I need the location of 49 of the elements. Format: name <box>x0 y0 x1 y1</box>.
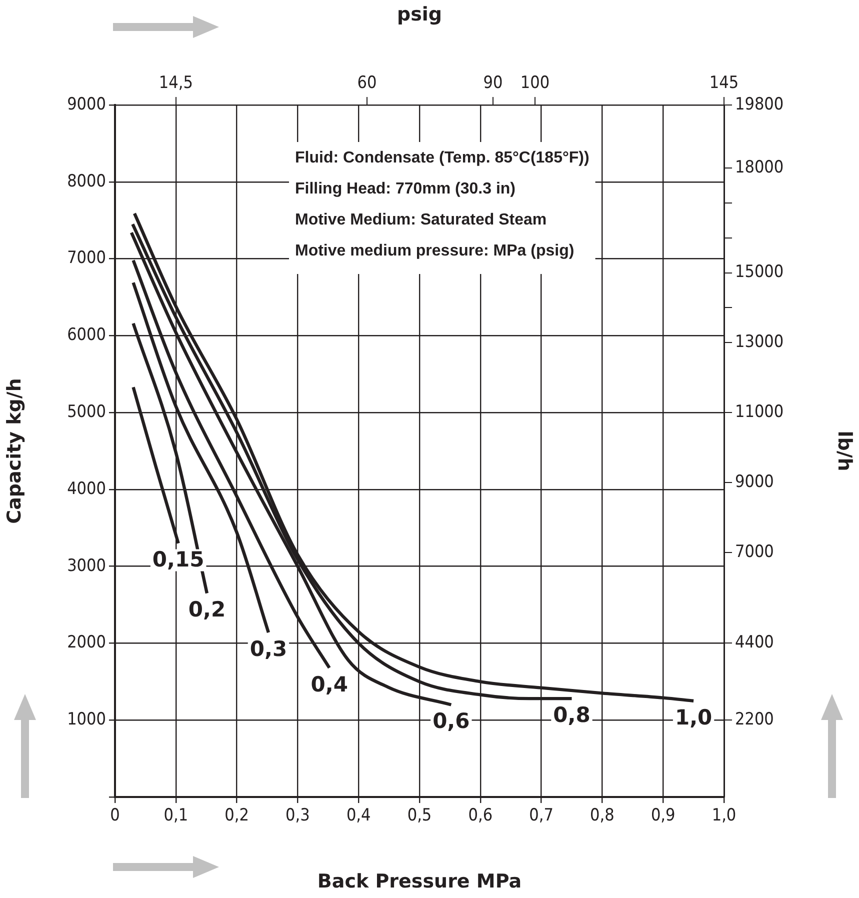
x-tick-label: 0,9 <box>650 806 676 826</box>
annotation: Motive medium pressure: MPa (psig) <box>295 242 574 260</box>
x-tick-label: 0,4 <box>346 806 371 826</box>
y-tick-label: 7000 <box>67 248 106 268</box>
annotation: Fluid: Condensate (Temp. 85°C(185°F)) <box>295 149 590 166</box>
y2-tick-label: 15000 <box>735 262 784 282</box>
y2-tick-label: 18000 <box>735 157 784 178</box>
x-tick-label: 0,6 <box>468 806 493 826</box>
series-label: 0,4 <box>310 672 348 696</box>
y-axis-title: Capacity kg/h <box>3 378 26 524</box>
y2-tick-label: 2200 <box>735 710 774 730</box>
series-label: 1,0 <box>674 705 712 730</box>
x-tick-label: 0,8 <box>590 806 614 826</box>
y2-tick-label: 11000 <box>735 402 784 422</box>
x-axis-title: Back Pressure MPa <box>317 870 522 893</box>
x2-tick-label: 145 <box>709 73 739 94</box>
x2-tick-label: 100 <box>520 73 550 94</box>
y2-tick-label: 13000 <box>735 332 784 352</box>
series-label: 0,2 <box>188 598 226 622</box>
y2-tick-label: 4400 <box>735 632 774 653</box>
x2-tick-label: 14,5 <box>158 73 193 94</box>
y-tick-label: 6000 <box>67 325 106 346</box>
annotation: Motive Medium: Saturated Steam <box>295 211 547 228</box>
y-tick-label: 8000 <box>67 171 106 192</box>
y-tick-label: 9000 <box>67 94 106 114</box>
x-tick-label: 0,3 <box>286 806 310 826</box>
series-label: 0,3 <box>250 636 288 661</box>
y2-tick-label: 19800 <box>735 94 784 114</box>
x-tick-label: 0,5 <box>407 806 432 826</box>
x-tick-label: 0,1 <box>164 806 188 826</box>
x-tick-label: 0,2 <box>224 806 249 826</box>
x-tick-label: 1,0 <box>712 806 736 826</box>
y2-axis-title: lb/h <box>834 430 856 472</box>
series-label: 0,8 <box>553 703 590 728</box>
series-label: 0,6 <box>432 709 470 734</box>
y2-tick-label: 9000 <box>735 472 774 492</box>
series-label: 0,15 <box>152 548 204 572</box>
y-tick-label: 1000 <box>67 710 106 730</box>
x2-tick-label: 90 <box>483 73 503 94</box>
y-tick-label: 4000 <box>67 478 106 499</box>
y-tick-label: 3000 <box>67 556 106 576</box>
annotation: Filling Head: 770mm (30.3 in) <box>295 180 516 198</box>
x-tick-label: 0 <box>110 806 120 826</box>
y-tick-label: 5000 <box>67 402 106 422</box>
x-tick-label: 0,7 <box>529 806 554 826</box>
y-tick-label: 2000 <box>67 632 106 653</box>
x2-axis-title: psig <box>396 3 442 26</box>
y2-tick-label: 7000 <box>735 542 774 562</box>
x2-tick-label: 60 <box>357 73 377 94</box>
